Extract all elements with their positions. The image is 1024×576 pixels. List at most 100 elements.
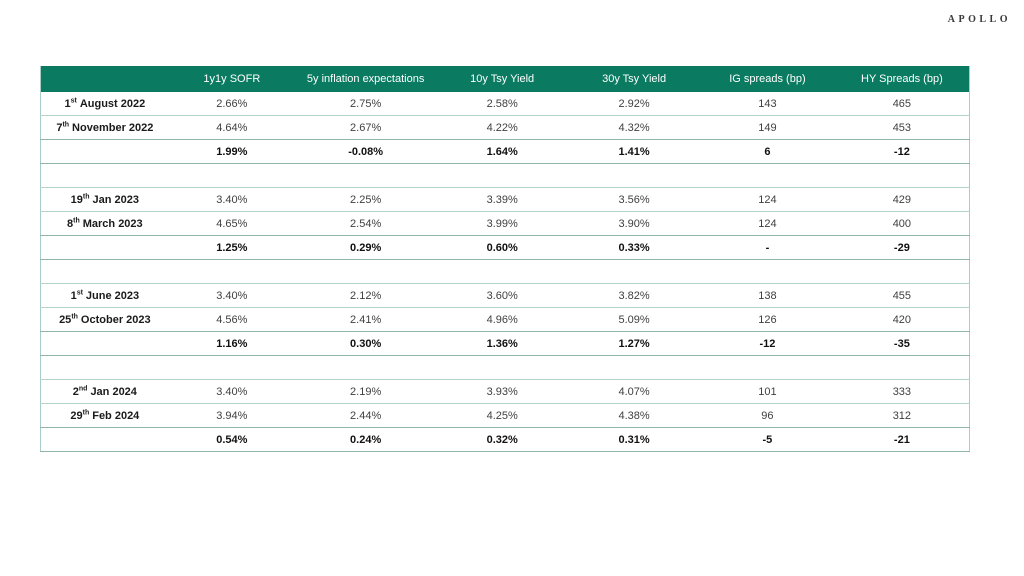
diff-cell: 1.36% — [436, 331, 569, 356]
value-cell: 3.82% — [568, 283, 701, 308]
value-cell: 3.94% — [168, 403, 296, 428]
value-cell: 429 — [834, 187, 970, 212]
table-row: 1st June 2023 3.40% 2.12% 3.60% 3.82% 138… — [40, 283, 970, 308]
table-row: 25th October 2023 4.56% 2.41% 4.96% 5.09%… — [40, 307, 970, 332]
diff-cell: 1.27% — [568, 331, 701, 356]
date-cell — [40, 331, 169, 356]
value-cell: 2.19% — [295, 379, 437, 404]
column-header-1y1y-sofr: 1y1y SOFR — [168, 66, 296, 92]
diff-cell: 0.31% — [568, 427, 701, 452]
column-header-ig-spreads: IG spreads (bp) — [700, 66, 835, 92]
value-cell: 3.60% — [436, 283, 569, 308]
value-cell: 126 — [700, 307, 835, 332]
value-cell: 4.22% — [436, 115, 569, 140]
value-cell: 2.75% — [295, 92, 437, 116]
diff-cell: 0.29% — [295, 235, 437, 260]
apollo-logo: APOLLO — [947, 14, 1011, 25]
diff-cell: 1.64% — [436, 139, 569, 164]
value-cell: 3.90% — [568, 211, 701, 236]
diff-cell: -35 — [834, 331, 970, 356]
value-cell: 453 — [834, 115, 970, 140]
value-cell: 4.56% — [168, 307, 296, 332]
value-cell: 149 — [700, 115, 835, 140]
value-cell: 465 — [834, 92, 970, 116]
value-cell: 138 — [700, 283, 835, 308]
column-header-5y-inflation: 5y inflation expectations — [295, 66, 437, 92]
table-row: 8th March 2023 4.65% 2.54% 3.99% 3.90% 12… — [40, 211, 970, 236]
diff-cell: -0.08% — [295, 139, 437, 164]
table-row: 19th Jan 2023 3.40% 2.25% 3.39% 3.56% 124… — [40, 187, 970, 212]
date-cell: 7th November 2022 — [40, 115, 169, 140]
value-cell: 4.32% — [568, 115, 701, 140]
diff-cell: 0.60% — [436, 235, 569, 260]
value-cell: 4.64% — [168, 115, 296, 140]
diff-cell: 1.16% — [168, 331, 296, 356]
column-header-hy-spreads: HY Spreads (bp) — [834, 66, 970, 92]
value-cell: 312 — [834, 403, 970, 428]
value-cell: 2.44% — [295, 403, 437, 428]
value-cell: 4.38% — [568, 403, 701, 428]
date-cell: 29th Feb 2024 — [40, 403, 169, 428]
diff-cell: 1.25% — [168, 235, 296, 260]
rates-table: 1y1y SOFR 5y inflation expectations 10y … — [40, 66, 970, 452]
value-cell: 4.96% — [436, 307, 569, 332]
value-cell: 2.66% — [168, 92, 296, 116]
value-cell: 3.99% — [436, 211, 569, 236]
value-cell: 124 — [700, 187, 835, 212]
spacer-row — [40, 163, 970, 188]
value-cell: 2.12% — [295, 283, 437, 308]
value-cell: 4.65% — [168, 211, 296, 236]
column-header-10y-tsy: 10y Tsy Yield — [436, 66, 569, 92]
diff-cell: -5 — [700, 427, 835, 452]
date-cell: 25th October 2023 — [40, 307, 169, 332]
diff-cell: 1.41% — [568, 139, 701, 164]
header-row: 1y1y SOFR 5y inflation expectations 10y … — [40, 66, 970, 92]
date-cell — [40, 427, 169, 452]
value-cell: 3.93% — [436, 379, 569, 404]
value-cell: 124 — [700, 211, 835, 236]
diff-cell: -21 — [834, 427, 970, 452]
date-cell: 1st August 2022 — [40, 92, 169, 116]
diff-cell: 0.33% — [568, 235, 701, 260]
value-cell: 4.25% — [436, 403, 569, 428]
column-header-date — [40, 66, 169, 92]
date-cell — [40, 139, 169, 164]
diff-cell: -12 — [700, 331, 835, 356]
diff-cell: -29 — [834, 235, 970, 260]
value-cell: 420 — [834, 307, 970, 332]
diff-cell: 0.30% — [295, 331, 437, 356]
table-row: 29th Feb 2024 3.94% 2.44% 4.25% 4.38% 96 … — [40, 403, 970, 428]
value-cell: 2.58% — [436, 92, 569, 116]
value-cell: 3.40% — [168, 379, 296, 404]
diff-cell: -12 — [834, 139, 970, 164]
diff-row: 1.16% 0.30% 1.36% 1.27% -12 -35 — [40, 331, 970, 356]
diff-cell: 0.24% — [295, 427, 437, 452]
table-row: 7th November 2022 4.64% 2.67% 4.22% 4.32%… — [40, 115, 970, 140]
date-cell: 8th March 2023 — [40, 211, 169, 236]
diff-cell: - — [700, 235, 835, 260]
value-cell: 143 — [700, 92, 835, 116]
value-cell: 3.56% — [568, 187, 701, 212]
date-cell: 1st June 2023 — [40, 283, 169, 308]
value-cell: 3.40% — [168, 283, 296, 308]
spacer-row — [40, 355, 970, 380]
value-cell: 2.67% — [295, 115, 437, 140]
column-header-30y-tsy: 30y Tsy Yield — [568, 66, 701, 92]
diff-row: 1.99% -0.08% 1.64% 1.41% 6 -12 — [40, 139, 970, 164]
date-cell — [40, 235, 169, 260]
value-cell: 400 — [834, 211, 970, 236]
diff-cell: 6 — [700, 139, 835, 164]
value-cell: 96 — [700, 403, 835, 428]
value-cell: 2.54% — [295, 211, 437, 236]
value-cell: 3.39% — [436, 187, 569, 212]
table-row: 1st August 2022 2.66% 2.75% 2.58% 2.92% 1… — [40, 92, 970, 116]
value-cell: 333 — [834, 379, 970, 404]
date-cell: 2nd Jan 2024 — [40, 379, 169, 404]
diff-cell: 0.32% — [436, 427, 569, 452]
value-cell: 2.92% — [568, 92, 701, 116]
diff-row: 1.25% 0.29% 0.60% 0.33% - -29 — [40, 235, 970, 260]
value-cell: 455 — [834, 283, 970, 308]
value-cell: 4.07% — [568, 379, 701, 404]
value-cell: 2.25% — [295, 187, 437, 212]
value-cell: 5.09% — [568, 307, 701, 332]
